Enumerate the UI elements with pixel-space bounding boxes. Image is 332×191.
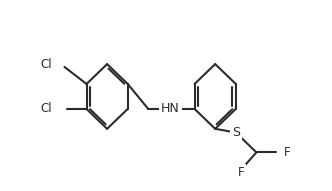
- Text: F: F: [284, 146, 290, 159]
- Text: Cl: Cl: [41, 102, 52, 115]
- Text: F: F: [238, 166, 244, 179]
- Text: Cl: Cl: [41, 58, 52, 71]
- Text: HN: HN: [161, 102, 180, 115]
- Text: S: S: [232, 126, 240, 139]
